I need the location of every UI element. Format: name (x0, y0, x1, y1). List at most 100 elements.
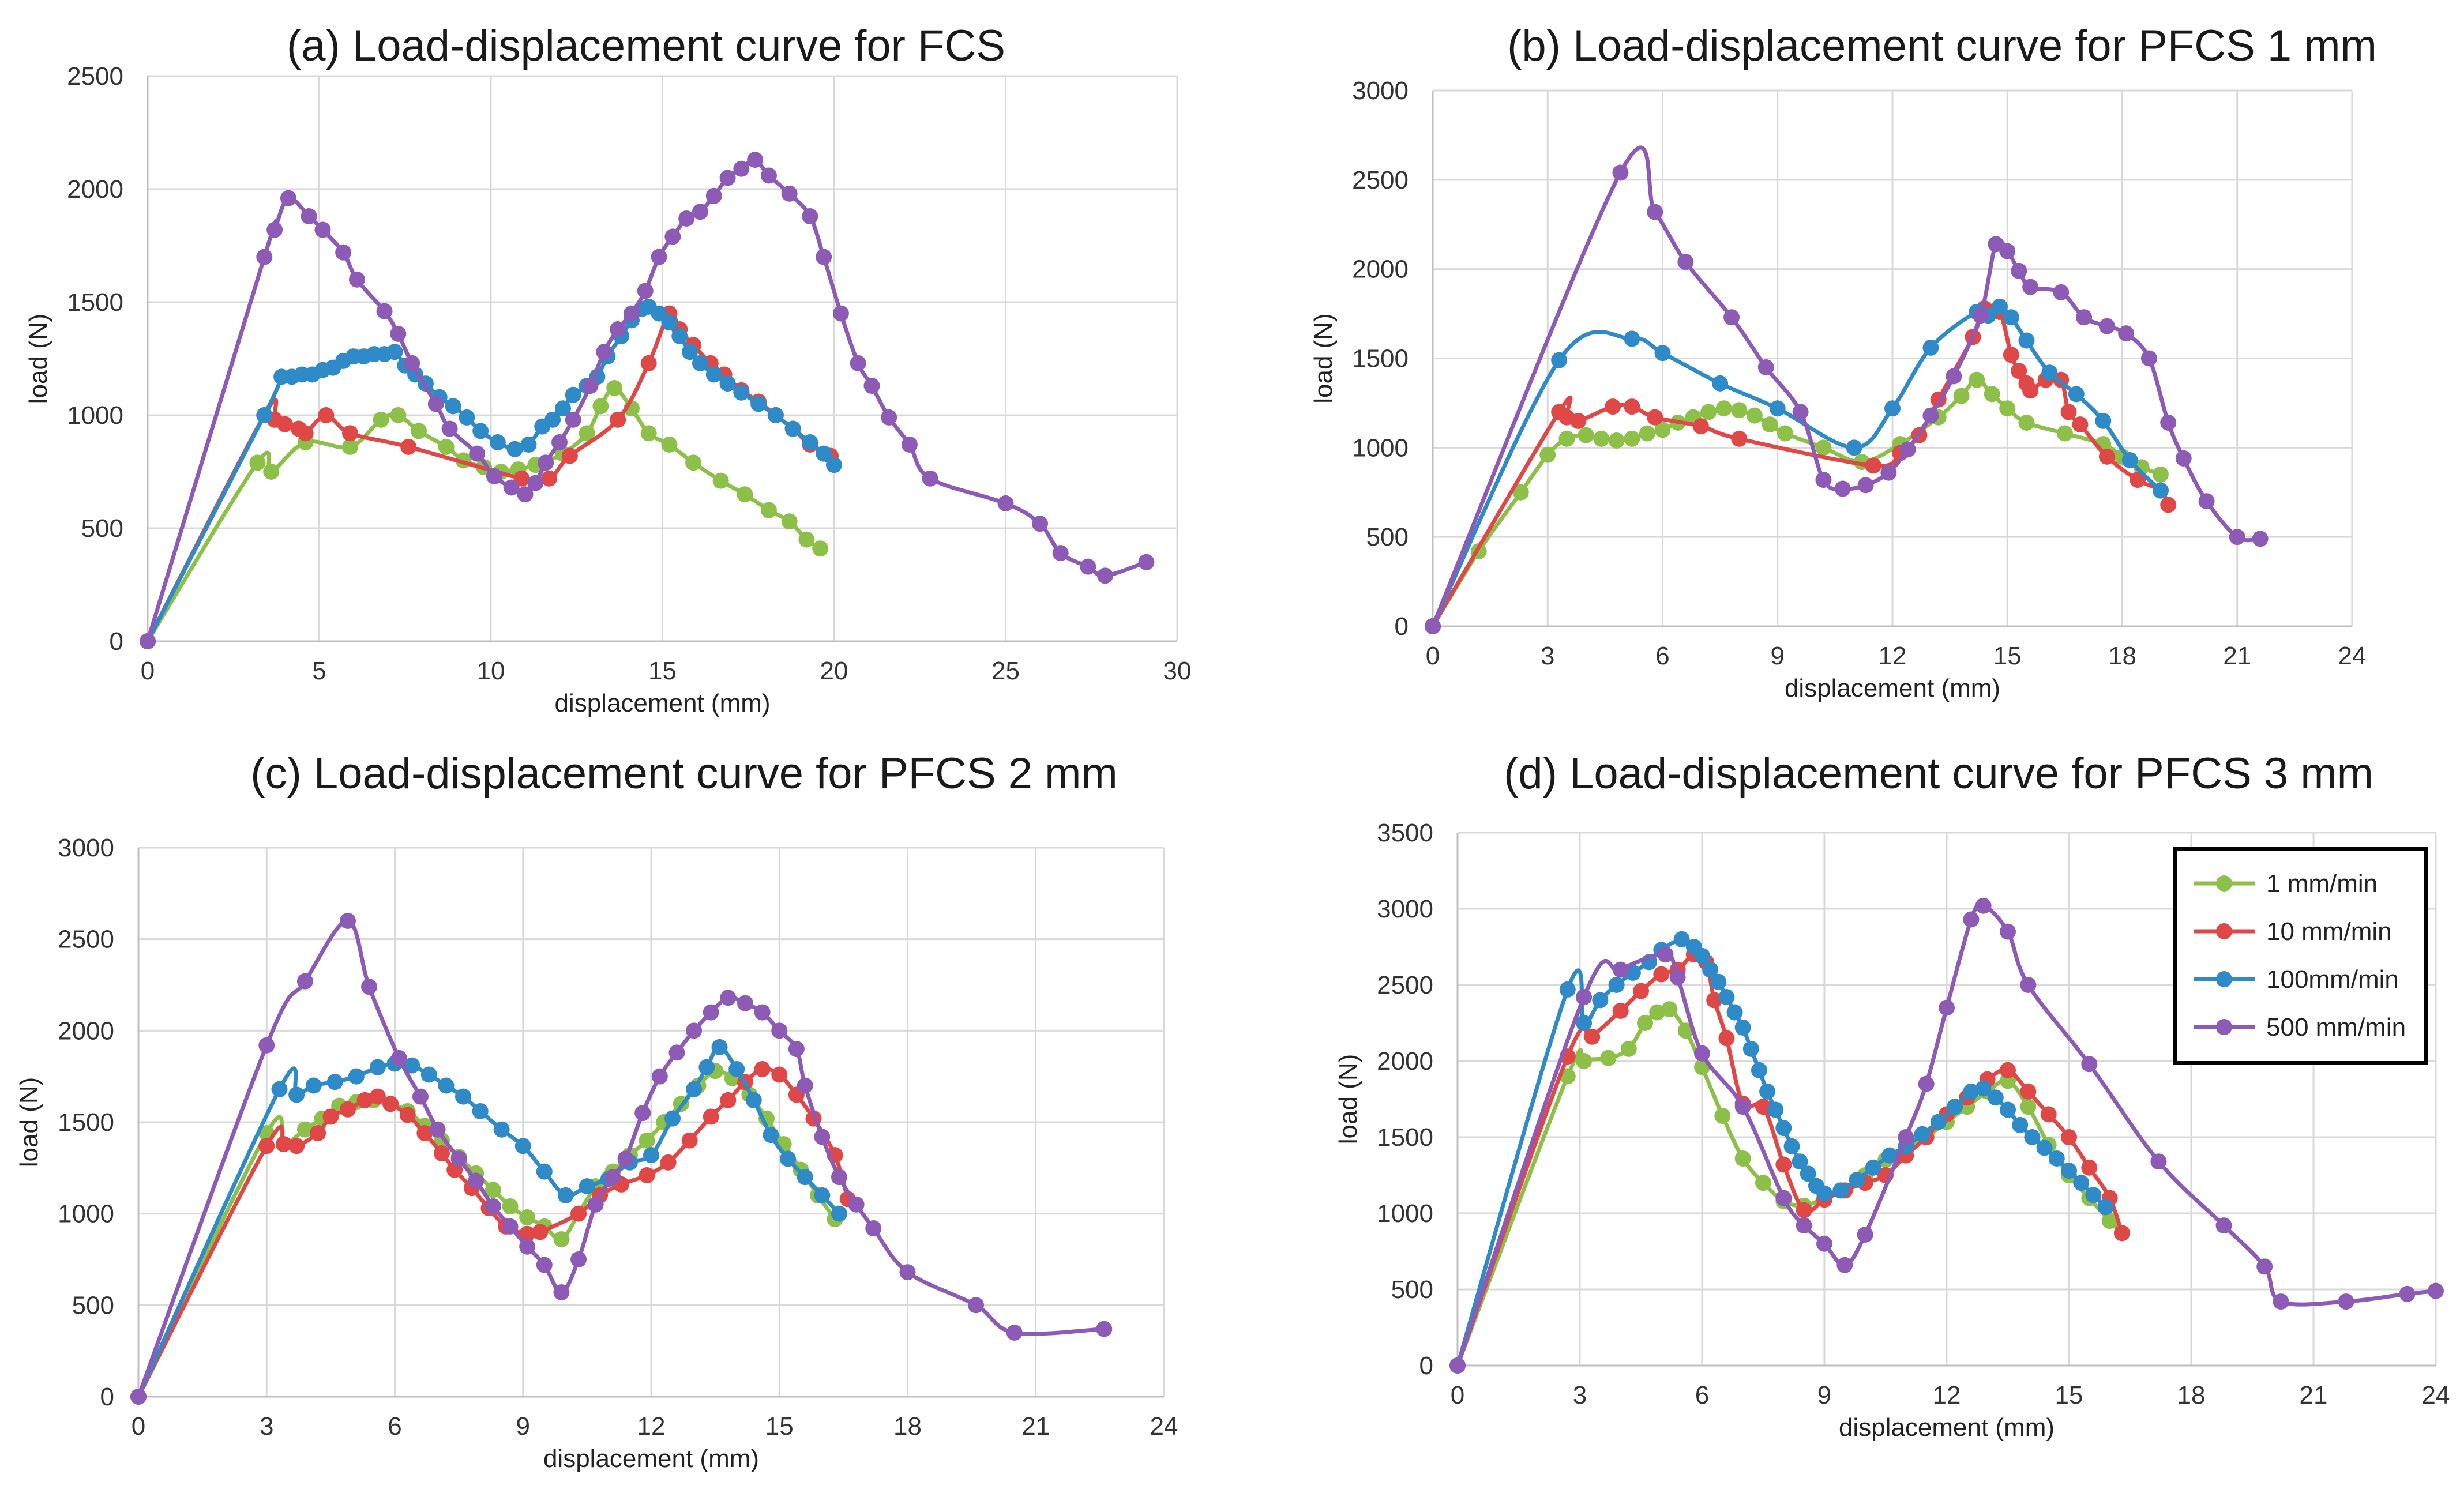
data-point (831, 1169, 847, 1186)
data-point (881, 409, 897, 426)
data-point (536, 1257, 553, 1273)
data-point (671, 328, 688, 344)
data-point (2098, 318, 2115, 334)
data-point (1559, 981, 1576, 998)
legend-label-100mm-min: 100mm/min (2266, 965, 2399, 994)
data-point (1649, 1004, 1666, 1021)
data-point (1723, 309, 1740, 326)
data-point (712, 472, 729, 489)
data-point (1777, 425, 1794, 442)
x-tick-label: 0 (132, 1412, 145, 1440)
y-axis-title: load (N) (1309, 313, 1338, 404)
data-point (771, 1066, 788, 1083)
data-point (390, 325, 407, 342)
data-point (2140, 350, 2157, 367)
data-point (579, 425, 595, 442)
y-tick-label: 500 (1366, 523, 1409, 551)
data-point (1796, 1202, 1812, 1218)
series-1-mm-min (1425, 371, 2169, 634)
data-point (411, 423, 427, 439)
data-point (1880, 464, 1897, 481)
data-point (660, 1154, 677, 1171)
data-point (780, 1150, 797, 1167)
x-axis-title: displacement (mm) (1839, 1413, 2055, 1442)
y-tick-label: 0 (100, 1383, 114, 1411)
data-point (968, 1297, 985, 1314)
data-point (399, 1107, 416, 1123)
data-point (2256, 1258, 2273, 1275)
data-point (570, 1251, 587, 1267)
data-point (1551, 352, 1568, 368)
y-tick-label: 3000 (58, 834, 114, 862)
data-point (681, 1132, 698, 1149)
data-point (519, 1209, 536, 1226)
chart-c: (c) Load-displacement curve for PFCS 2 m… (15, 756, 1178, 1473)
data-point (340, 912, 356, 929)
data-point (493, 1121, 510, 1138)
y-tick-label: 3000 (1377, 895, 1433, 923)
data-point (682, 344, 698, 360)
data-point (2130, 472, 2146, 488)
series-line-500-mm-min (145, 157, 1148, 644)
y-tick-label: 2500 (58, 926, 114, 954)
data-point (1796, 1217, 1812, 1234)
data-point (340, 1101, 356, 1118)
data-point (1755, 1099, 1771, 1115)
data-point (322, 1108, 339, 1125)
data-point (2338, 1293, 2354, 1310)
data-point (296, 973, 313, 990)
data-point (596, 344, 613, 360)
data-point (705, 366, 722, 383)
data-point (541, 470, 558, 487)
y-tick-label: 1500 (1352, 345, 1409, 373)
data-point (1963, 1083, 1980, 1100)
data-point (520, 436, 537, 453)
data-point (832, 305, 849, 322)
data-point (692, 355, 708, 371)
data-point (643, 1147, 659, 1164)
data-point (472, 1103, 489, 1119)
data-point (2056, 425, 2073, 442)
series-100mm-min (130, 1039, 847, 1405)
data-point (661, 314, 678, 331)
data-point (348, 271, 365, 288)
data-point (1922, 407, 1939, 424)
data-point (373, 411, 389, 428)
data-point (763, 1127, 779, 1144)
data-point (1775, 1156, 1792, 1173)
data-point (553, 1284, 570, 1301)
y-tick-label: 500 (1391, 1276, 1433, 1304)
data-point (1746, 407, 1763, 424)
data-point (445, 398, 461, 415)
data-point (1694, 947, 1710, 964)
data-point (1946, 368, 1962, 385)
x-tick-label: 21 (1021, 1412, 1050, 1440)
data-point (1939, 999, 1955, 1016)
series-500-mm-min (1425, 145, 2269, 634)
data-point (527, 475, 544, 491)
data-point (1593, 430, 1610, 447)
series-line-100mm-min (1455, 937, 2108, 1368)
data-point (441, 420, 458, 437)
data-point (557, 1187, 574, 1203)
data-point (1653, 966, 1670, 983)
data-point (565, 411, 581, 428)
series-500-mm-min (140, 152, 1155, 649)
data-point (514, 1138, 531, 1154)
y-tick-label: 0 (110, 627, 123, 656)
y-axis-title: load (N) (15, 1077, 43, 1168)
data-point (1734, 1150, 1751, 1167)
data-point (386, 344, 403, 360)
data-point (2160, 414, 2177, 431)
data-point (1930, 1114, 1947, 1130)
data-point (1846, 439, 1862, 456)
data-point (2152, 482, 2169, 499)
data-point (1714, 1108, 1731, 1124)
data-point (1669, 969, 1686, 986)
data-point (348, 1068, 365, 1085)
data-point (459, 409, 475, 426)
data-point (1816, 1235, 1832, 1252)
data-point (2011, 363, 2027, 379)
data-point (664, 228, 681, 245)
